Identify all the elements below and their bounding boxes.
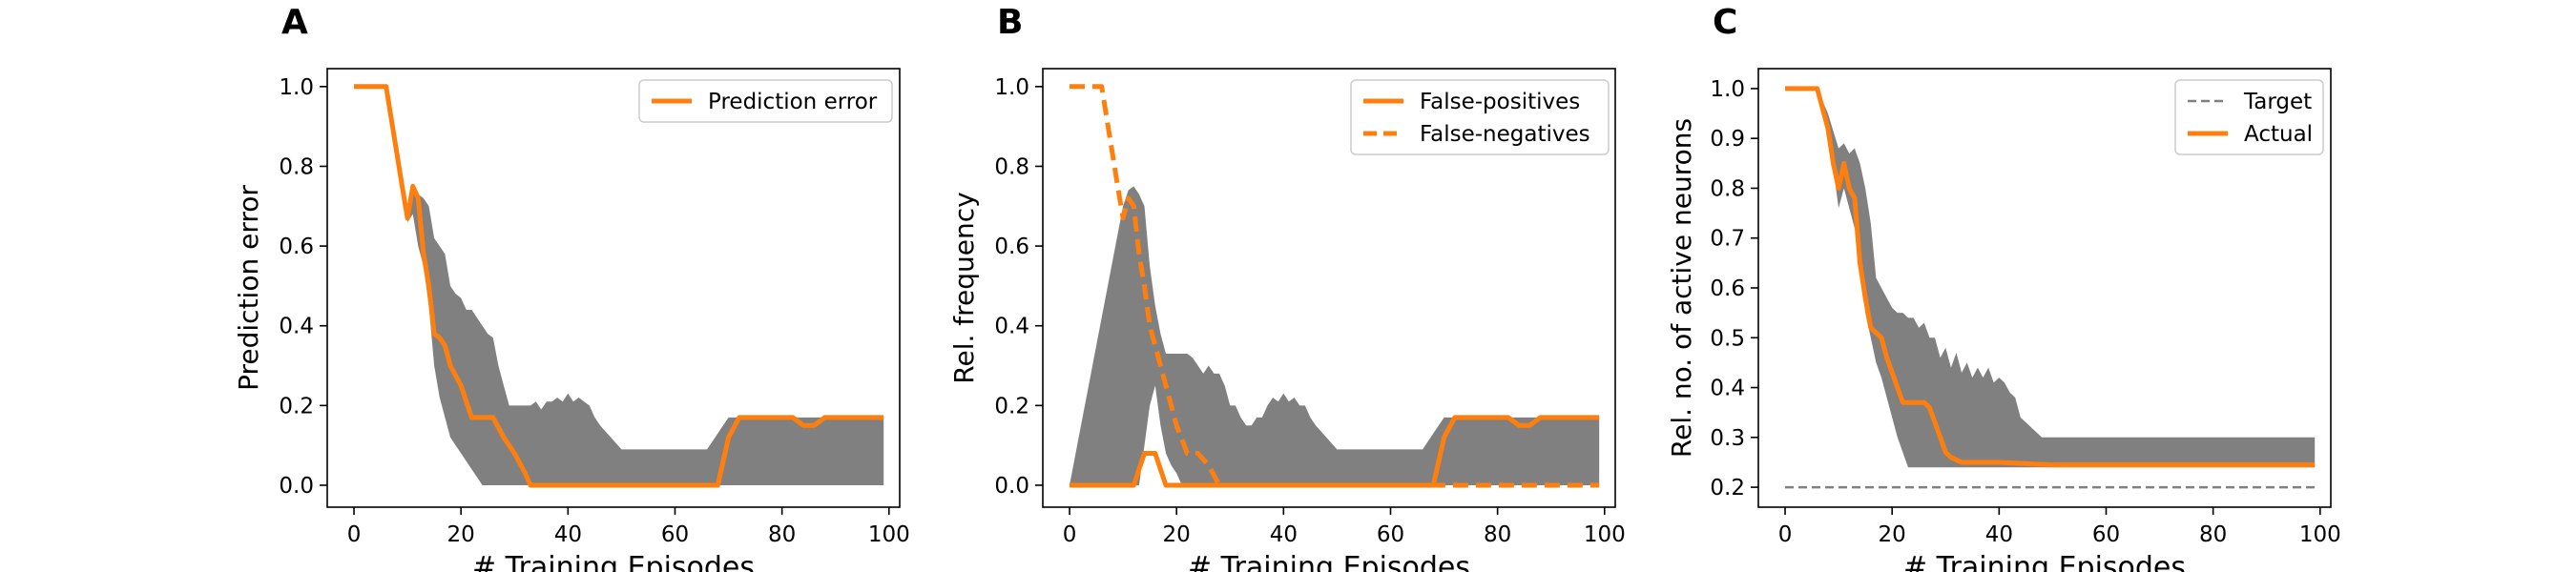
panel-a-ytick-label: 0.8 [279, 154, 314, 179]
panel-a: A 0 20 40 60 80 100 0.0 0.2 0.4 0.6 0.8 1.0 # Trai… [233, 3, 910, 572]
panel-c-series-line-1 [1785, 86, 2316, 468]
panel-a-xtick-label: 60 [661, 522, 689, 547]
panel-a-xtick-label: 40 [554, 522, 582, 547]
panel-a-x-axis-label: # Training Episodes [472, 551, 755, 572]
panel-b-ytick-label: 0.4 [994, 315, 1029, 339]
panel-c-legend-label-1: Actual [2244, 122, 2313, 147]
panel-c-xtick-label: 60 [2092, 522, 2120, 547]
panel-a-legend-box [638, 79, 893, 123]
panel-b-letter: B [997, 3, 1023, 42]
panel-c-ytick-label: 0.2 [1710, 476, 1745, 500]
panel-c-ytick-label: 0.4 [1710, 377, 1745, 401]
panel-c-legend: Target Actual [2174, 79, 2324, 155]
panel-a-xtick-label: 0 [347, 522, 362, 547]
panel-b-legend: False-positives False-negatives [1350, 79, 1610, 155]
panel-c-xtick-label: 0 [1778, 522, 1793, 547]
panel-a-legend: Prediction error [638, 79, 893, 123]
panel-a-ytick-label: 1.0 [279, 75, 314, 100]
panel-c-xtick-label: 40 [1985, 522, 2013, 547]
panel-c-band-group [1785, 88, 2316, 468]
panel-a-band-group [354, 86, 884, 486]
panel-c-series-group [1785, 86, 2316, 489]
panel-a-letter: A [281, 3, 308, 42]
panel-b-ytick-label: 0.8 [994, 154, 1029, 179]
panel-b-band-group [1070, 186, 1600, 485]
panel-b-xtick-label: 100 [1584, 522, 1626, 547]
panel-c-variance-band [1785, 88, 2316, 468]
panel-b-xtick-label: 20 [1163, 522, 1191, 547]
panel-b-ytick-label: 1.0 [994, 75, 1029, 100]
panel-b-series-group [1070, 84, 1600, 488]
panel-b-variance-band [1070, 186, 1600, 485]
panel-b-xtick-label: 40 [1270, 522, 1298, 547]
panel-c-ytick-label: 1.0 [1710, 77, 1745, 102]
panel-c-ytick-label: 0.7 [1710, 227, 1745, 252]
panel-a-legend-label-0: Prediction error [708, 90, 878, 114]
panel-a-ytick-label: 0.0 [279, 474, 314, 499]
panel-b-xtick-label: 0 [1063, 522, 1077, 547]
panel-b-xtick-label: 60 [1377, 522, 1404, 547]
panel-a-yticks: 0.0 0.2 0.4 0.6 0.8 1.0 [279, 75, 327, 499]
panel-b-ytick-label: 0.0 [994, 474, 1029, 499]
panel-b: B 0 20 40 60 80 100 0.0 0.2 0.4 0.6 0.8 1.0 # Trai… [948, 3, 1626, 572]
panel-c-xticks: 0 20 40 60 80 100 [1778, 507, 2341, 547]
panel-a-axes-frame [326, 68, 901, 508]
panel-a-ytick-label: 0.6 [279, 235, 314, 259]
panel-c-xtick-label: 20 [1879, 522, 1906, 547]
panel-b-y-axis-label: Rel. frequency [948, 192, 980, 383]
panel-a-series-line-0 [354, 84, 884, 488]
panel-c-legend-label-0: Target [2243, 90, 2312, 114]
panel-c: C 0 20 40 60 80 100 0.2 0.3 0.4 0.5 0.6 0.7 0.8 0.9 1… [1666, 3, 2341, 572]
panel-b-ytick-label: 0.6 [994, 235, 1029, 259]
panel-c-ytick-label: 0.5 [1710, 326, 1745, 351]
panel-c-y-axis-label: Rel. no. of active neurons [1666, 118, 1697, 458]
panel-b-legend-box [1350, 79, 1610, 155]
panel-a-xtick-label: 20 [447, 522, 475, 547]
panel-c-ytick-label: 0.3 [1710, 426, 1745, 451]
panel-c-letter: C [1713, 3, 1737, 42]
panel-a-series-group [354, 84, 884, 488]
panel-a-xtick-label: 100 [868, 522, 910, 547]
panel-a-ytick-label: 0.4 [279, 315, 314, 339]
panel-b-series-line-1 [1070, 84, 1600, 488]
panel-b-legend-label-0: False-positives [1420, 90, 1580, 114]
panel-b-axes-frame [1042, 68, 1616, 508]
panel-a-ytick-label: 0.2 [279, 394, 314, 419]
panel-b-xticks: 0 20 40 60 80 100 [1063, 507, 1626, 547]
panel-c-yticks: 0.2 0.3 0.4 0.5 0.6 0.7 0.8 0.9 1.0 [1710, 77, 1758, 500]
panel-c-ytick-label: 0.9 [1710, 127, 1745, 152]
panel-c-xtick-label: 80 [2199, 522, 2227, 547]
panel-b-x-axis-label: # Training Episodes [1188, 551, 1470, 572]
panel-c-xtick-label: 100 [2299, 522, 2341, 547]
panel-a-y-axis-label: Prediction error [233, 185, 264, 391]
panel-a-xtick-label: 80 [768, 522, 796, 547]
panel-b-xtick-label: 80 [1484, 522, 1511, 547]
panel-b-series-line-0 [1070, 415, 1600, 488]
panel-b-legend-label-1: False-negatives [1420, 122, 1590, 147]
panel-c-ytick-label: 0.8 [1710, 176, 1745, 201]
panel-a-xticks: 0 20 40 60 80 100 [347, 507, 910, 547]
panel-b-ytick-label: 0.2 [994, 394, 1029, 419]
panel-a-variance-band [354, 86, 884, 486]
panel-c-x-axis-label: # Training Episodes [1903, 551, 2186, 572]
panel-b-yticks: 0.0 0.2 0.4 0.6 0.8 1.0 [994, 75, 1043, 499]
panel-c-ytick-label: 0.6 [1710, 276, 1745, 301]
